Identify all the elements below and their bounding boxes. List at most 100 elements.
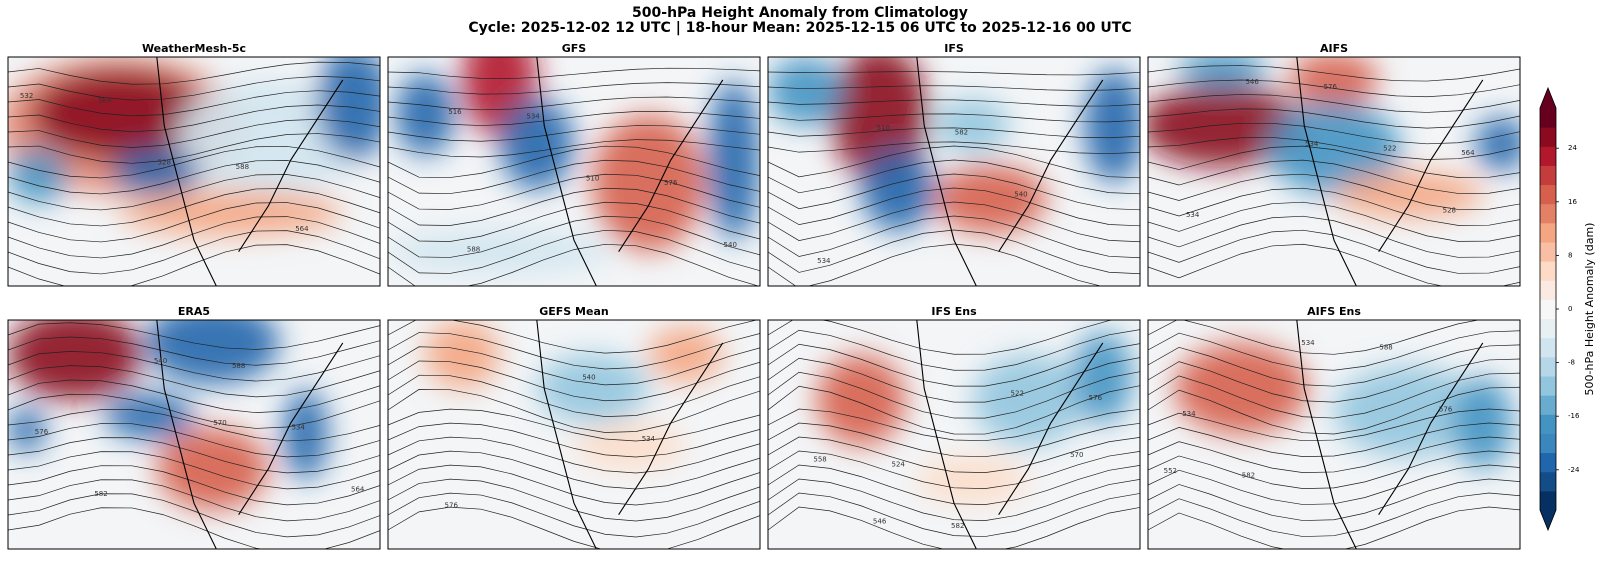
contour-label: 534 bbox=[1182, 410, 1196, 418]
contour-label: 540 bbox=[1014, 190, 1027, 198]
contour-line bbox=[388, 67, 760, 79]
contour-line bbox=[388, 374, 760, 417]
contour-label: 570 bbox=[213, 419, 226, 427]
contour-line bbox=[8, 118, 380, 148]
contour-line bbox=[388, 139, 760, 158]
panel-title: GFS bbox=[562, 42, 587, 55]
anomaly-blob bbox=[768, 57, 843, 126]
contour-line bbox=[768, 127, 1140, 139]
contour-line bbox=[8, 216, 380, 259]
contour-line bbox=[388, 320, 758, 354]
contour-line bbox=[8, 379, 380, 413]
contour-label: 534 bbox=[291, 424, 305, 432]
contour-line bbox=[1148, 422, 1520, 457]
contour-line bbox=[1148, 159, 1520, 194]
contour-line bbox=[1148, 344, 1520, 387]
anomaly-blob bbox=[395, 73, 455, 156]
anomaly-blob bbox=[283, 388, 328, 481]
contour-line bbox=[388, 389, 760, 433]
contour-line bbox=[768, 141, 1140, 155]
anomaly-blob bbox=[1334, 365, 1483, 458]
contour-line bbox=[8, 493, 380, 538]
colorbar-segment bbox=[1540, 203, 1556, 224]
anomaly-blob bbox=[972, 354, 1085, 446]
colorbar-segment bbox=[1540, 318, 1556, 339]
anomaly-field bbox=[816, 331, 1133, 504]
coastline bbox=[536, 320, 724, 549]
contour-line bbox=[388, 506, 760, 549]
contour-label: 588 bbox=[1379, 343, 1392, 351]
panel-frame bbox=[387, 56, 761, 287]
contour-line bbox=[8, 322, 380, 350]
colorbar-segment bbox=[1540, 127, 1556, 147]
map-panel: 552 534 576 582 588 534 bbox=[1148, 320, 1520, 549]
contour-line bbox=[1148, 215, 1520, 258]
contour-line bbox=[388, 82, 760, 95]
colorbar-segment bbox=[1540, 490, 1556, 511]
contour-line bbox=[388, 159, 760, 194]
panel-frame bbox=[767, 56, 1141, 287]
contour-line bbox=[388, 96, 760, 111]
subtitle: Cycle: 2025-12-02 12 UTC | 18-hour Mean:… bbox=[468, 20, 1131, 36]
colorbar-extend-top bbox=[1540, 88, 1556, 108]
contour-line bbox=[388, 450, 760, 490]
contour-line bbox=[768, 215, 1140, 259]
contour-line bbox=[1148, 137, 1520, 160]
contour-label: 552 bbox=[1164, 467, 1177, 475]
colorbar-segment bbox=[1540, 433, 1556, 454]
contour-line bbox=[768, 357, 1140, 403]
contour-line bbox=[768, 99, 1140, 107]
contour-label: 528 bbox=[158, 158, 171, 166]
anomaly-blob bbox=[145, 320, 280, 385]
contour-line bbox=[1148, 243, 1520, 286]
anomaly-blob bbox=[8, 320, 142, 401]
contour-line bbox=[1148, 320, 1481, 355]
contour-line bbox=[768, 201, 1140, 243]
coastline bbox=[156, 320, 344, 549]
contour-label: 534 bbox=[1305, 140, 1319, 148]
anomaly-blob bbox=[1475, 116, 1520, 172]
contour-line bbox=[388, 478, 760, 522]
map-panel: 534 576 540 bbox=[388, 320, 760, 549]
contour-line bbox=[1148, 506, 1520, 549]
contour-label: 564 bbox=[98, 97, 112, 105]
anomaly-blob bbox=[388, 228, 612, 275]
colorbar-segment bbox=[1540, 356, 1556, 377]
anomaly-blob bbox=[1148, 84, 1305, 167]
contour-line bbox=[8, 202, 380, 243]
contour-line bbox=[768, 478, 1140, 521]
panel-title: AIFS bbox=[1320, 42, 1348, 55]
contour-line bbox=[768, 71, 1140, 76]
colorbar-tick-label: -8 bbox=[1568, 359, 1575, 367]
anomaly-blob bbox=[316, 57, 380, 161]
anomaly-blob bbox=[935, 164, 1047, 234]
contour-label: 582 bbox=[1242, 472, 1255, 480]
contour-line bbox=[1148, 478, 1520, 521]
contour-line bbox=[8, 393, 380, 429]
colorbar-frame bbox=[1539, 86, 1557, 532]
contour-line bbox=[8, 451, 380, 490]
contour-line bbox=[8, 479, 380, 522]
panel-frame bbox=[1147, 319, 1521, 550]
colorbar-tick-label: 16 bbox=[1568, 198, 1577, 206]
contour-label: 576 bbox=[1324, 83, 1338, 91]
contour-label: 534 bbox=[1186, 211, 1200, 219]
colorbar-segment bbox=[1540, 146, 1556, 166]
contour-line bbox=[388, 229, 760, 274]
contour-line bbox=[8, 465, 380, 506]
contour-line bbox=[768, 173, 1140, 211]
contour-label: 576 bbox=[35, 428, 49, 436]
contour-line bbox=[8, 90, 380, 117]
colorbar-tick-label: 24 bbox=[1568, 144, 1577, 152]
contour-line bbox=[8, 146, 380, 179]
contour-label: 564 bbox=[1461, 149, 1475, 157]
contour-label: 576 bbox=[445, 501, 459, 509]
map-panel: 570 564 540 534 582 588 576 bbox=[8, 320, 380, 549]
contour-line bbox=[8, 409, 380, 442]
anomaly-blob bbox=[1334, 171, 1483, 218]
anomaly-field bbox=[388, 57, 760, 275]
contour-line bbox=[388, 145, 760, 178]
contour-line bbox=[1148, 79, 1520, 98]
anomaly-blob bbox=[156, 427, 269, 511]
contour-line bbox=[8, 104, 380, 133]
